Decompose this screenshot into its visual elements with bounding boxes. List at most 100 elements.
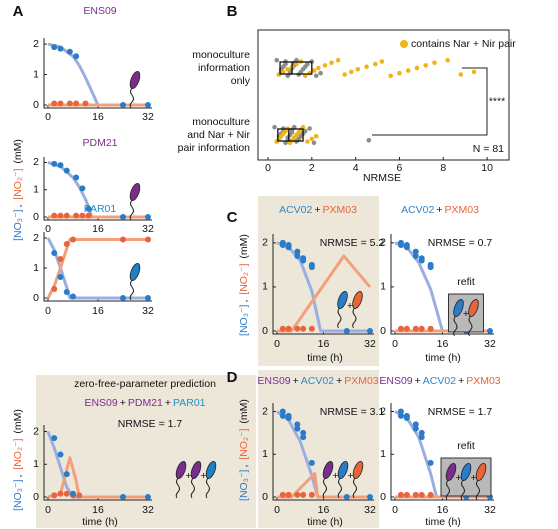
- chart-title: ENS09 + PDM21 + PAR01: [84, 397, 205, 409]
- data-point: [145, 295, 151, 301]
- data-point: [379, 59, 385, 64]
- significance-bracket: [372, 67, 488, 136]
- n-label: N = 81: [473, 143, 504, 155]
- x-tick-label: 16: [92, 504, 104, 516]
- x-tick-label: 2: [309, 162, 315, 174]
- data-point: [373, 61, 378, 67]
- axis: [272, 234, 374, 335]
- data-point: [445, 57, 450, 63]
- annotation: NRMSE = 5.2: [320, 237, 385, 249]
- y-tick-label: 1: [380, 281, 386, 293]
- data-point: [63, 289, 70, 295]
- x-tick-label: 0: [45, 504, 51, 516]
- y-tick-label: 2: [33, 156, 39, 168]
- data-point: [66, 100, 73, 107]
- data-point: [57, 162, 64, 169]
- x-tick-label: 0: [45, 223, 51, 235]
- data-point: [85, 205, 92, 212]
- data-point: [63, 212, 70, 219]
- cell-tail: [352, 307, 357, 329]
- label-part: ,: [12, 202, 24, 208]
- category-label: only: [231, 75, 251, 87]
- cell-tail: [352, 477, 357, 499]
- panel-background: [258, 370, 379, 528]
- data-point: [342, 72, 347, 77]
- data-point: [145, 494, 151, 500]
- data-point: [412, 325, 419, 332]
- panel-letter: A: [13, 3, 24, 20]
- panel-letter: C: [227, 209, 238, 226]
- y-tick-label: 1: [33, 262, 39, 274]
- label-part: (mM): [12, 139, 24, 166]
- y-axis-label: [NO₃⁻], [NO₂⁻] (mM): [238, 234, 250, 336]
- y-axis-label: [NO₃⁻], [NO₂⁻] (mM): [12, 139, 24, 241]
- data-point: [145, 214, 151, 220]
- cell-tail: [453, 315, 458, 337]
- data-point: [279, 242, 286, 249]
- x-tick-label: 32: [142, 305, 154, 317]
- x-tick-label: 32: [484, 338, 496, 350]
- label-part: ACV02: [401, 204, 434, 216]
- data-point: [279, 325, 286, 332]
- data-point: [57, 100, 64, 107]
- data-point: [316, 65, 321, 71]
- data-point: [300, 491, 307, 498]
- label-part: [NO₃⁻]: [12, 479, 24, 510]
- chart-title: PAR01: [84, 203, 117, 215]
- category-label: and Nar + Nir: [187, 129, 250, 141]
- data-point: [397, 70, 402, 76]
- data-point: [423, 63, 429, 68]
- data-point: [311, 140, 317, 146]
- axis: [43, 232, 152, 302]
- label-part: ,: [238, 462, 250, 468]
- data-point: [294, 491, 301, 498]
- data-point: [308, 491, 315, 498]
- data-point: [279, 408, 286, 415]
- cell-tail: [460, 479, 465, 501]
- data-point: [300, 429, 307, 436]
- label-part: ACV02: [301, 375, 334, 387]
- data-point: [300, 257, 307, 264]
- data-point: [79, 185, 86, 192]
- label-part: ,: [12, 472, 24, 478]
- data-point: [309, 136, 315, 142]
- refit-label: refit: [457, 440, 475, 452]
- data-point: [427, 264, 434, 271]
- data-point: [308, 459, 315, 466]
- icon-joiner: +: [463, 308, 469, 320]
- legend-swatch: [400, 40, 408, 48]
- data-point: [458, 72, 464, 77]
- data-point: [487, 328, 493, 334]
- y-tick-label: 0: [33, 211, 39, 223]
- data-point: [70, 236, 76, 243]
- label-part: ENS09: [257, 375, 290, 387]
- y-tick-label: 2: [33, 425, 39, 437]
- data-point: [307, 126, 312, 131]
- data-point: [471, 69, 477, 75]
- x-tick-label: 0: [265, 162, 271, 174]
- y-tick-label: 1: [33, 184, 39, 196]
- data-point: [63, 241, 70, 247]
- panel-header: zero-free-parameter prediction: [74, 378, 216, 390]
- data-point: [79, 212, 86, 219]
- y-tick-label: 0: [380, 325, 386, 337]
- y-axis-label: [NO₃⁻], [NO₂⁻] (mM): [238, 399, 250, 501]
- data-point: [412, 421, 419, 428]
- label-part: +: [336, 375, 342, 387]
- y-tick-label: 0: [33, 99, 39, 111]
- axis: [43, 157, 152, 221]
- label-part: ACV02: [423, 375, 456, 387]
- x-tick-label: 16: [437, 338, 449, 350]
- x-tick-label: 10: [481, 162, 493, 174]
- significance: ****: [489, 95, 505, 107]
- data-point: [348, 69, 354, 75]
- data-point: [285, 491, 292, 498]
- data-point: [145, 102, 151, 108]
- data-point: [66, 48, 73, 55]
- cell-tail: [337, 307, 342, 329]
- data-point: [322, 63, 328, 68]
- y-tick-label: 2: [33, 38, 39, 50]
- label-part: PXM03: [466, 375, 501, 387]
- data-point: [388, 73, 393, 79]
- plot-frame: [257, 29, 510, 161]
